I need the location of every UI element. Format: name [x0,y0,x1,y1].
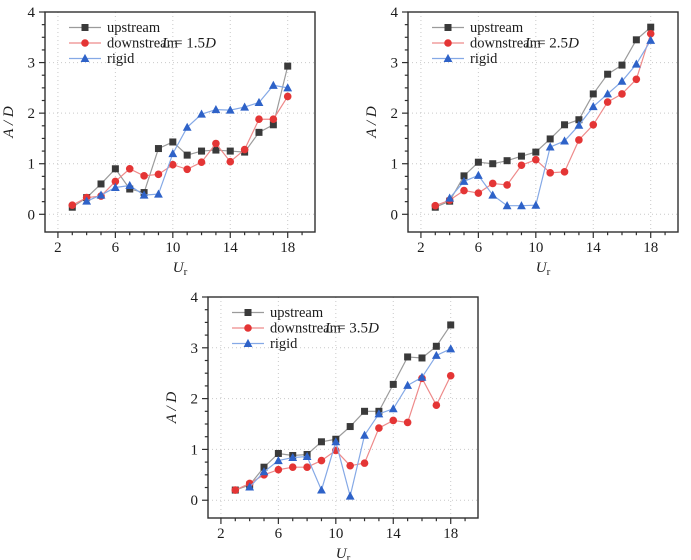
y-axis-tick-labels: 0 1 2 3 4 [28,5,36,223]
svg-text:4: 4 [391,5,399,21]
legend-item-downstream: downstream [432,36,542,52]
svg-text:upstream: upstream [270,305,324,321]
svg-text:upstream: upstream [470,20,524,36]
legend-item-upstream: upstream [232,305,324,321]
x-axis-tick-labels: 2 6 10 14 18 [217,526,458,542]
legend-item-upstream: upstream [432,20,524,36]
svg-text:downstream: downstream [107,36,179,52]
legend-item-upstream: upstream [69,20,161,36]
svg-text:rigid: rigid [107,51,135,67]
panel-label: L = 1.5D [161,36,216,52]
legend-item-rigid: rigid [432,51,498,67]
svg-text:3: 3 [391,56,399,72]
svg-text:downstream: downstream [470,36,542,52]
y-axis-label: A / D [164,392,180,425]
svg-text:rigid: rigid [470,51,498,67]
svg-text:14: 14 [386,526,402,542]
series-rigid [445,35,656,210]
svg-text:1: 1 [28,157,36,173]
chart-panel-L3.5D: 2 6 10 14 18 0 1 2 3 4 A / D Ur upstream downstream ri… [163,283,508,560]
svg-text:rigid: rigid [270,336,298,352]
chart-svg: 2 6 10 14 18 0 1 2 3 4 A / D Ur upstreamdownstreamri… [1,5,316,278]
svg-text:0: 0 [191,493,199,509]
y-axis-label: A / D [364,106,380,139]
svg-text:6: 6 [475,240,483,256]
x-axis-label: Ur [173,260,188,278]
legend-item-rigid: rigid [232,336,298,352]
svg-text:2: 2 [217,526,225,542]
series-rigid [82,80,293,205]
series-downstream [231,371,455,494]
y-axis-label: A / D [1,106,17,139]
svg-text:3: 3 [191,341,199,357]
series-downstream [431,29,655,210]
panel-label: L = 2.5D [524,36,579,52]
x-axis-label: Ur [536,260,551,278]
svg-text:1: 1 [391,157,399,173]
x-axis-tick-labels: 2 6 10 14 18 [54,240,295,256]
svg-text:4: 4 [28,5,36,21]
svg-text:4: 4 [191,290,199,306]
svg-text:6: 6 [275,526,283,542]
svg-text:2: 2 [417,240,425,256]
svg-text:3: 3 [28,56,36,72]
series-upstream [68,62,292,211]
legend-item-downstream: downstream [232,321,342,337]
plot-frame [44,11,316,233]
svg-text:10: 10 [328,526,343,542]
svg-text:14: 14 [586,240,602,256]
series-downstream [68,92,292,209]
svg-text:downstream: downstream [270,321,342,337]
series-rigid [245,344,456,500]
svg-text:2: 2 [54,240,62,256]
svg-text:upstream: upstream [107,20,161,36]
svg-text:14: 14 [223,240,239,256]
y-axis-tick-labels: 0 1 2 3 4 [391,5,399,223]
svg-text:2: 2 [391,106,399,122]
svg-text:10: 10 [165,240,180,256]
svg-text:6: 6 [112,240,120,256]
chart-svg: 2 6 10 14 18 0 1 2 3 4 A / D Ur upstreamdownstreamri… [164,290,479,560]
chart-svg: 2 6 10 14 18 0 1 2 3 4 A / D Ur upstreamdownstreamri… [364,5,679,278]
svg-text:18: 18 [280,240,295,256]
plot-frame [407,11,679,233]
plot-frame [207,296,479,519]
x-axis-tick-labels: 2 6 10 14 18 [417,240,658,256]
chart-panel-L1.5D: 2 6 10 14 18 0 1 2 3 4 A / D Ur upstream downstream ri… [0,0,345,287]
svg-text:1: 1 [191,442,199,458]
svg-text:10: 10 [528,240,543,256]
svg-text:2: 2 [28,106,36,122]
panel-label: L = 3.5D [324,321,379,337]
svg-text:2: 2 [191,392,199,408]
svg-text:18: 18 [443,526,458,542]
x-axis-label: Ur [336,546,351,560]
svg-text:0: 0 [28,207,36,223]
y-axis-tick-labels: 0 1 2 3 4 [191,290,199,509]
legend-item-rigid: rigid [69,51,135,67]
chart-panel-L2.5D: 2 6 10 14 18 0 1 2 3 4 A / D Ur upstream downstream ri… [363,0,691,287]
svg-text:18: 18 [643,240,658,256]
svg-text:0: 0 [391,207,399,223]
legend-item-downstream: downstream [69,36,179,52]
